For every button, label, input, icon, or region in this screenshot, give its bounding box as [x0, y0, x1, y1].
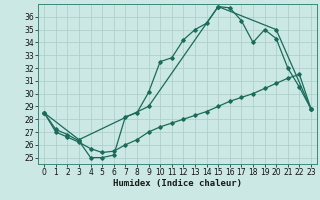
- X-axis label: Humidex (Indice chaleur): Humidex (Indice chaleur): [113, 179, 242, 188]
